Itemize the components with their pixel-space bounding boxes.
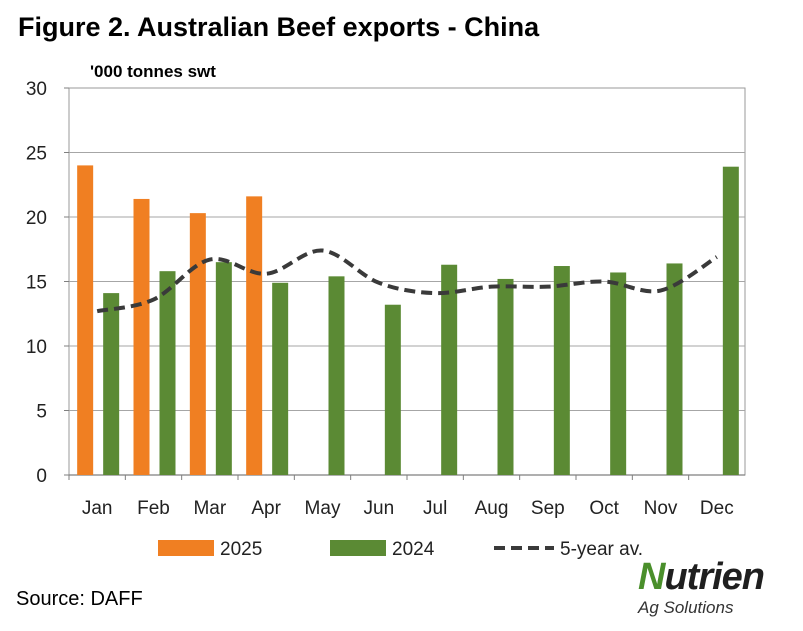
bar-2024-Dec xyxy=(722,166,739,475)
x-tick-label: Jul xyxy=(423,498,447,519)
bar-2025-Mar xyxy=(189,213,206,475)
bar-2024-Oct xyxy=(610,272,627,475)
x-tick-label: Nov xyxy=(644,498,678,519)
bar-2024-Nov xyxy=(666,263,683,475)
legend-swatch-2024 xyxy=(330,540,386,556)
x-tick-label: May xyxy=(305,498,341,519)
x-tick-label: Apr xyxy=(251,498,281,519)
legend-label-2024: 2024 xyxy=(392,539,435,560)
x-tick-label: Jan xyxy=(82,498,113,519)
x-tick-label: Oct xyxy=(589,498,619,519)
y-tick-label: 10 xyxy=(26,337,47,358)
x-tick-label: Feb xyxy=(137,498,170,519)
x-tick-label: Sep xyxy=(531,498,565,519)
bar-2024-Sep xyxy=(553,266,570,475)
bar-2024-Jun xyxy=(384,304,401,475)
chart-title: Figure 2. Australian Beef exports - Chin… xyxy=(18,12,540,42)
bar-2025-Feb xyxy=(133,198,150,475)
legend-swatch-2025 xyxy=(158,540,214,556)
nutrien-logo: Nutrien Ag Solutions xyxy=(632,556,792,622)
bar-2024-Feb xyxy=(159,271,176,475)
bar-2024-Apr xyxy=(272,282,289,475)
bar-2025-Apr xyxy=(246,196,263,476)
bar-2025-Jan xyxy=(77,165,94,475)
logo-subtitle: Ag Solutions xyxy=(638,598,734,617)
x-tick-label: Mar xyxy=(193,498,226,519)
y-tick-label: 30 xyxy=(26,79,47,100)
bar-2024-Mar xyxy=(215,262,232,475)
x-tick-label: Aug xyxy=(475,498,509,519)
y-tick-label: 0 xyxy=(36,466,47,487)
legend-label-5-year-average: 5-year av. xyxy=(560,539,643,560)
y-axis-unit-label: '000 tonnes swt xyxy=(90,62,216,81)
legend-label-2025: 2025 xyxy=(220,539,262,560)
x-tick-label: Jun xyxy=(364,498,395,519)
bar-2024-Jul xyxy=(441,264,458,475)
y-tick-label: 15 xyxy=(26,273,47,294)
bar-2024-May xyxy=(328,276,345,475)
bar-2024-Aug xyxy=(497,278,514,475)
y-tick-label: 25 xyxy=(26,144,47,165)
y-tick-label: 20 xyxy=(26,208,47,229)
y-tick-label: 5 xyxy=(36,402,47,423)
bar-2024-Jan xyxy=(103,293,120,475)
x-tick-label: Dec xyxy=(700,498,734,519)
line-series-5-year-average xyxy=(96,248,718,314)
logo-wordmark: Nutrien xyxy=(638,556,765,598)
source-note: Source: DAFF xyxy=(16,588,143,610)
